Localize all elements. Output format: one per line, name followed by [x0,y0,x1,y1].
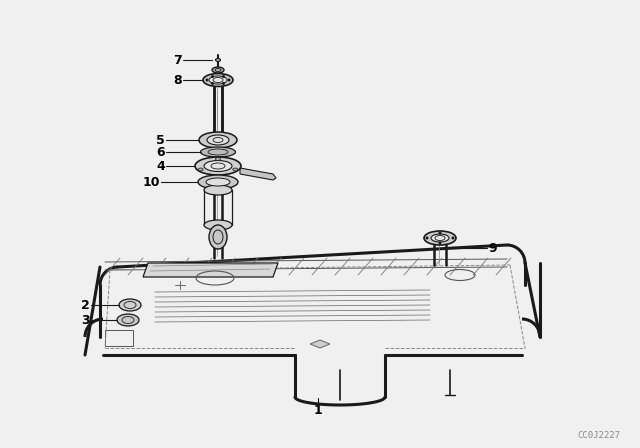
Circle shape [211,82,214,85]
Ellipse shape [204,185,232,195]
Ellipse shape [199,132,237,148]
Circle shape [205,78,209,82]
Ellipse shape [424,231,456,245]
Text: 1: 1 [314,404,323,417]
Ellipse shape [204,160,232,172]
Circle shape [426,237,429,240]
Circle shape [451,237,454,240]
Text: 3: 3 [81,314,90,327]
Ellipse shape [117,314,139,326]
Ellipse shape [216,158,221,160]
Text: CC0J2227: CC0J2227 [577,431,620,439]
Ellipse shape [431,234,449,242]
Text: 10: 10 [143,176,160,189]
Circle shape [222,82,225,85]
Circle shape [211,75,214,78]
Text: 6: 6 [156,146,165,159]
Ellipse shape [209,76,227,84]
Text: 7: 7 [173,53,182,66]
Ellipse shape [119,299,141,311]
Text: 2: 2 [81,298,90,311]
Ellipse shape [200,147,236,157]
Text: 9: 9 [488,241,497,254]
Circle shape [222,75,225,78]
Polygon shape [240,168,276,180]
Text: 5: 5 [156,134,165,146]
Ellipse shape [204,220,232,230]
Ellipse shape [233,168,238,171]
Ellipse shape [198,168,203,171]
Circle shape [227,78,230,82]
Polygon shape [143,263,278,277]
Ellipse shape [209,225,227,249]
Ellipse shape [207,135,229,145]
Circle shape [438,241,442,245]
Polygon shape [310,340,330,348]
Ellipse shape [206,178,230,186]
Text: 4: 4 [156,159,165,172]
Ellipse shape [212,67,224,73]
Ellipse shape [195,157,241,175]
Bar [105,330,133,346]
Ellipse shape [203,73,233,86]
Ellipse shape [198,175,238,189]
Circle shape [438,232,442,234]
Text: 8: 8 [173,73,182,86]
Ellipse shape [216,59,221,61]
